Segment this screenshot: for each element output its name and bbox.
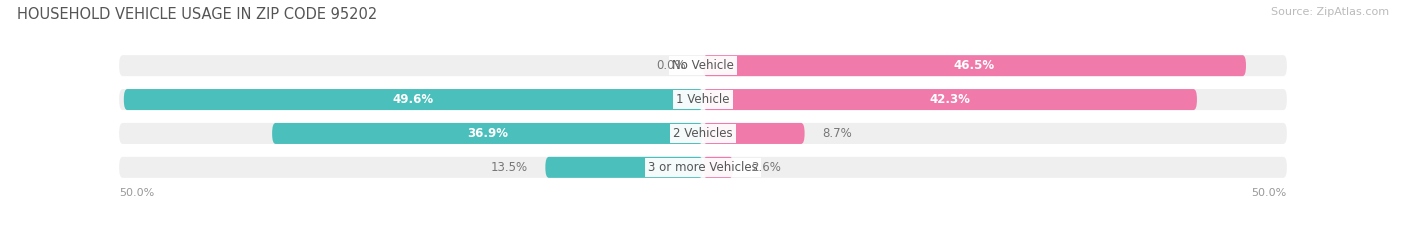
Text: 46.5%: 46.5%	[953, 59, 995, 72]
Text: 1 Vehicle: 1 Vehicle	[676, 93, 730, 106]
Text: 13.5%: 13.5%	[491, 161, 527, 174]
Text: 49.6%: 49.6%	[392, 93, 434, 106]
Text: 2 Vehicles: 2 Vehicles	[673, 127, 733, 140]
FancyBboxPatch shape	[120, 89, 1286, 110]
Text: HOUSEHOLD VEHICLE USAGE IN ZIP CODE 95202: HOUSEHOLD VEHICLE USAGE IN ZIP CODE 9520…	[17, 7, 377, 22]
FancyBboxPatch shape	[703, 123, 804, 144]
Text: 8.7%: 8.7%	[823, 127, 852, 140]
FancyBboxPatch shape	[120, 123, 1286, 144]
Text: 3 or more Vehicles: 3 or more Vehicles	[648, 161, 758, 174]
FancyBboxPatch shape	[124, 89, 703, 110]
Text: 2.6%: 2.6%	[751, 161, 780, 174]
Text: Source: ZipAtlas.com: Source: ZipAtlas.com	[1271, 7, 1389, 17]
FancyBboxPatch shape	[546, 157, 703, 178]
Text: 0.0%: 0.0%	[655, 59, 686, 72]
Text: 50.0%: 50.0%	[120, 188, 155, 198]
FancyBboxPatch shape	[120, 55, 1286, 76]
FancyBboxPatch shape	[703, 55, 1246, 76]
FancyBboxPatch shape	[273, 123, 703, 144]
Text: 42.3%: 42.3%	[929, 93, 970, 106]
FancyBboxPatch shape	[120, 157, 1286, 178]
FancyBboxPatch shape	[703, 89, 1197, 110]
Text: No Vehicle: No Vehicle	[672, 59, 734, 72]
FancyBboxPatch shape	[703, 157, 734, 178]
Text: 36.9%: 36.9%	[467, 127, 508, 140]
Text: 50.0%: 50.0%	[1251, 188, 1286, 198]
